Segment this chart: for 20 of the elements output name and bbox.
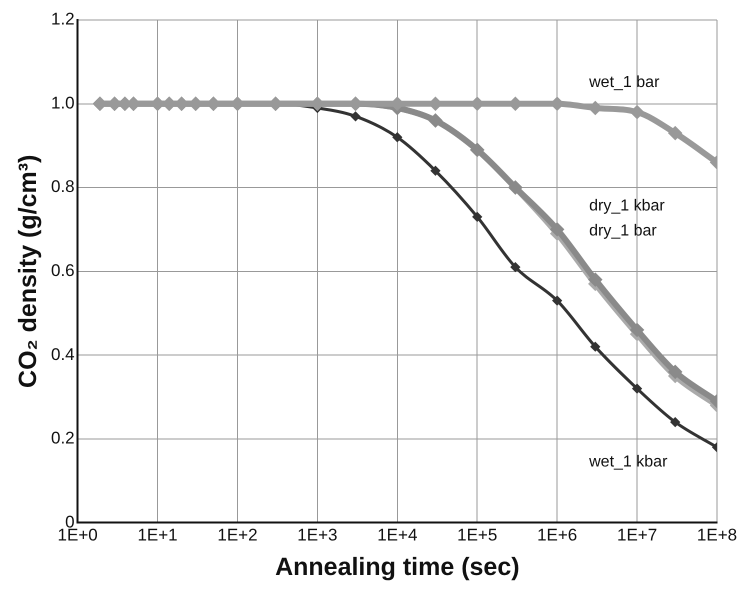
x-tick-label: 1E+6 xyxy=(537,525,578,544)
series-label: wet_1 kbar xyxy=(588,454,668,471)
y-tick-label: 1.2 xyxy=(50,10,75,29)
y-tick-label: 1.0 xyxy=(50,93,75,112)
x-tick-label: 1E+5 xyxy=(457,525,498,544)
y-tick-label: 0.2 xyxy=(50,428,75,448)
y-tick-label: 0.4 xyxy=(50,344,75,364)
x-tick-label: 1E+1 xyxy=(137,525,178,544)
x-tick-label: 1E+2 xyxy=(217,525,258,544)
x-tick-label: 1E+7 xyxy=(616,525,658,544)
y-tick-label: 0.8 xyxy=(50,177,75,196)
series-label: dry_1 bar xyxy=(589,222,658,240)
y-tick-label: 0.6 xyxy=(50,260,75,280)
x-tick-label: 1E+8 xyxy=(696,525,738,544)
text: dry_1 kbar xyxy=(589,197,666,214)
x-tick-label: 1E+4 xyxy=(377,525,418,544)
y-axis-title: CO₂ density (g/cm³) xyxy=(14,154,42,388)
x-axis-title: Annealing time (sec) xyxy=(275,552,520,581)
x-tick-label: 1E+3 xyxy=(297,525,338,544)
series-label: wet_1 bar xyxy=(588,74,660,92)
